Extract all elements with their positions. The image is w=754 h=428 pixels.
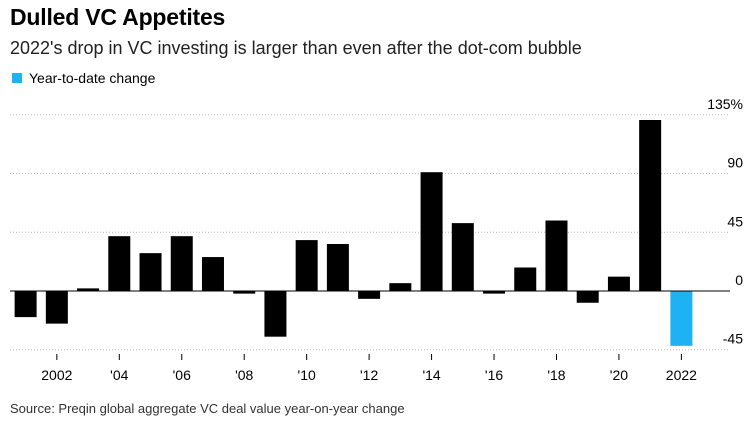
bar-2011 <box>326 244 349 291</box>
bars <box>14 120 693 346</box>
bar-2015 <box>451 223 474 291</box>
x-tick-label: '12 <box>360 367 378 383</box>
bar-2014 <box>420 172 443 291</box>
x-tick-label: '06 <box>173 367 191 383</box>
y-tick-label: 135% <box>707 96 743 112</box>
bar-2010 <box>295 240 318 291</box>
y-tick-labels: 135% 90 45 0 -45 <box>707 96 743 347</box>
bar-2020 <box>607 276 630 291</box>
y-tick-label: -45 <box>723 331 743 347</box>
chart-title: Dulled VC Appetites <box>10 4 226 30</box>
x-tick-label: '16 <box>485 367 503 383</box>
x-tick-label: '04 <box>110 367 128 383</box>
bar-2022 <box>670 291 693 346</box>
chart-subtitle: 2022's drop in VC investing is larger th… <box>10 38 582 58</box>
bar-2008 <box>233 291 256 294</box>
bar-2019 <box>576 291 599 303</box>
x-tick-label: '20 <box>610 367 628 383</box>
grid-lines <box>10 114 730 351</box>
legend-label: Year-to-date change <box>29 70 156 86</box>
x-tick-label: 2022 <box>666 367 697 383</box>
bar-2016 <box>483 291 506 294</box>
x-tick-label: '08 <box>235 367 253 383</box>
source-note: Source: Preqin global aggregate VC deal … <box>10 401 405 416</box>
bar-2007 <box>201 257 224 291</box>
bar-2001 <box>14 291 37 318</box>
bar-2013 <box>389 283 412 291</box>
x-axis: 2002 '04 '06 '08 '10 '12 '14 '16 '18 '20 2022 <box>10 354 697 383</box>
bar-2017 <box>514 267 537 291</box>
bar-2004 <box>108 236 131 291</box>
bar-2021 <box>639 120 662 291</box>
legend-swatch <box>12 73 22 83</box>
y-tick-label: 90 <box>727 155 743 171</box>
bar-2018 <box>545 220 568 291</box>
x-tick-label: '18 <box>547 367 565 383</box>
y-tick-label: 45 <box>727 213 743 229</box>
bar-2009 <box>264 291 287 337</box>
y-tick-label: 0 <box>735 272 743 288</box>
x-tick-label: 2002 <box>41 367 72 383</box>
bar-2006 <box>170 236 193 291</box>
x-tick-label: '10 <box>298 367 316 383</box>
bar-2002 <box>45 291 68 324</box>
bar-2003 <box>77 288 100 291</box>
bar-2012 <box>358 291 381 299</box>
bar-2005 <box>139 253 162 291</box>
legend: Year-to-date change <box>12 70 155 86</box>
x-tick-label: '14 <box>422 367 440 383</box>
